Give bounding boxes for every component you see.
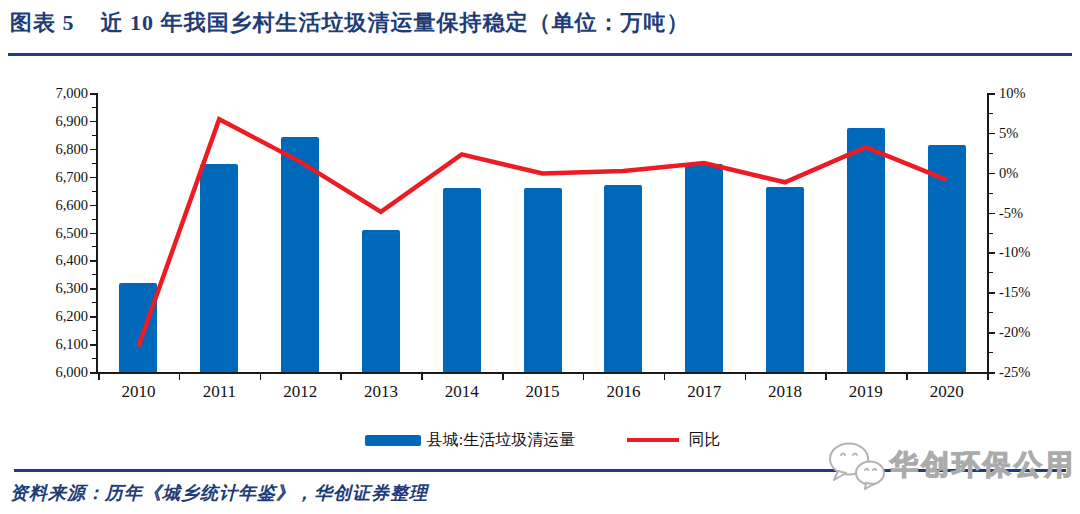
y-minortick-left	[92, 330, 96, 331]
y-tick-label-left: 6,100	[44, 337, 88, 352]
y-minortick-left	[92, 274, 96, 275]
x-axis-line	[96, 372, 989, 374]
y-minortick-right	[989, 153, 993, 154]
x-tick	[179, 374, 181, 380]
legend-bar-swatch	[365, 435, 421, 446]
y-tick-right	[989, 372, 995, 374]
y-tick-label-right: -15%	[999, 285, 1030, 300]
y-tick-label-right: -25%	[999, 365, 1030, 380]
y-tick-label-right: -5%	[999, 206, 1023, 221]
y-minortick-left	[92, 191, 96, 192]
y-minortick-right	[989, 113, 993, 114]
y-minortick-right	[989, 233, 993, 234]
x-tick-label: 2017	[664, 382, 745, 402]
watermark-text: 华创环保公用	[890, 446, 1076, 484]
y-tick-label-left: 7,000	[44, 86, 88, 101]
x-tick-label: 2016	[583, 382, 664, 402]
x-tick-label: 2013	[340, 382, 421, 402]
y-tick-right	[989, 292, 995, 294]
x-tick-label: 2014	[421, 382, 502, 402]
y-tick-left	[90, 233, 96, 235]
y-tick-left	[90, 372, 96, 374]
y-tick-left	[90, 205, 96, 207]
x-tick	[260, 374, 262, 380]
y-tick-left	[90, 121, 96, 123]
y-tick-left	[90, 177, 96, 179]
yoy-line	[98, 93, 987, 372]
y-minortick-left	[92, 135, 96, 136]
y-minortick-left	[92, 358, 96, 359]
wechat-icon	[826, 440, 888, 490]
y-tick-right	[989, 332, 995, 334]
y-tick-label-right: -10%	[999, 245, 1030, 260]
y-minortick-left	[92, 163, 96, 164]
x-tick	[98, 374, 100, 380]
y-tick-right	[989, 252, 995, 254]
legend-bar-label: 县城:生活垃圾清运量	[427, 430, 575, 451]
y-tick-label-left: 6,600	[44, 198, 88, 213]
y-minortick-left	[92, 219, 96, 220]
y-tick-label-right: -20%	[999, 325, 1030, 340]
x-tick	[745, 374, 747, 380]
y-minortick-left	[92, 107, 96, 108]
x-tick	[987, 374, 989, 380]
y-tick-label-right: 0%	[999, 166, 1018, 181]
report-figure: 图表 5近 10 年我国乡村生活垃圾清运量保持稳定（单位：万吨） 7,0006,…	[0, 0, 1080, 514]
y-tick-label-right: 10%	[999, 86, 1026, 101]
y-tick-right	[989, 173, 995, 175]
y-tick-label-left: 6,300	[44, 281, 88, 296]
x-tick	[906, 374, 908, 380]
y-tick-left	[90, 260, 96, 262]
y-tick-label-left: 6,800	[44, 142, 88, 157]
y-tick-left	[90, 288, 96, 290]
y-tick-label-left: 6,900	[44, 114, 88, 129]
y-tick-label-right: 5%	[999, 126, 1018, 141]
y-tick-left	[90, 316, 96, 318]
y-tick-right	[989, 213, 995, 215]
watermark: 华创环保公用	[826, 440, 1076, 490]
x-tick	[502, 374, 504, 380]
x-tick-label: 2010	[98, 382, 179, 402]
x-tick	[421, 374, 423, 380]
x-tick	[340, 374, 342, 380]
y-tick-label-left: 6,700	[44, 170, 88, 185]
x-tick-label: 2020	[906, 382, 987, 402]
y-minortick-right	[989, 272, 993, 273]
y-minortick-left	[92, 246, 96, 247]
x-tick-label: 2015	[502, 382, 583, 402]
x-tick	[664, 374, 666, 380]
y-tick-label-left: 6,400	[44, 253, 88, 268]
y-minortick-right	[989, 193, 993, 194]
y-minortick-right	[989, 312, 993, 313]
y-tick-label-left: 6,200	[44, 309, 88, 324]
x-tick-label: 2011	[179, 382, 260, 402]
y-tick-left	[90, 93, 96, 95]
x-tick-label: 2012	[260, 382, 341, 402]
y-tick-right	[989, 93, 995, 95]
x-tick-label: 2019	[825, 382, 906, 402]
x-tick	[825, 374, 827, 380]
legend-line-swatch	[627, 438, 679, 442]
source-note: 资料来源：历年《城乡统计年鉴》，华创证券整理	[10, 481, 428, 505]
y-tick-left	[90, 149, 96, 151]
x-tick	[583, 374, 585, 380]
y-tick-left	[90, 344, 96, 346]
y-tick-label-left: 6,500	[44, 226, 88, 241]
y-tick-label-left: 6,000	[44, 365, 88, 380]
y-tick-right	[989, 133, 995, 135]
legend-line-label: 同比	[688, 430, 720, 451]
x-tick-label: 2018	[745, 382, 826, 402]
y-minortick-left	[92, 302, 96, 303]
y-minortick-right	[989, 352, 993, 353]
